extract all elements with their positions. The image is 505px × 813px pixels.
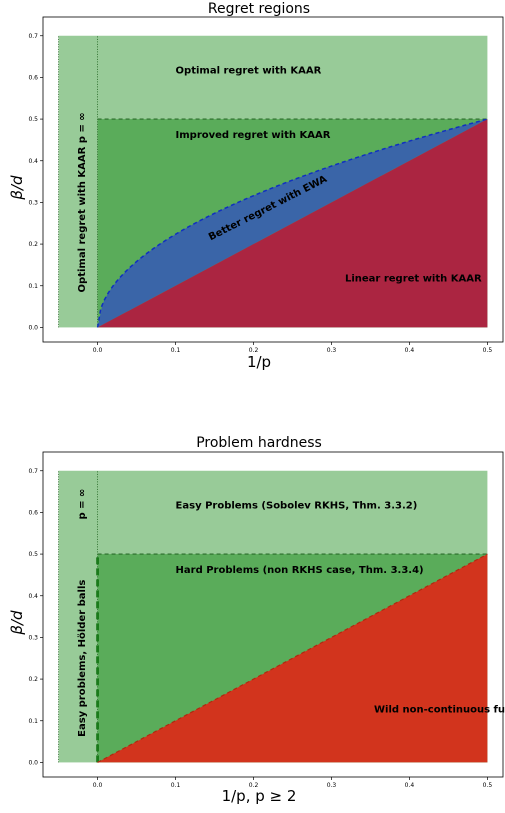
y-tick-label: 0.5 — [28, 551, 38, 558]
y-tick-label: 0.7 — [28, 468, 38, 475]
y-tick-label: 0.1 — [28, 718, 38, 725]
x-tick-label: 0.3 — [327, 782, 337, 789]
y-tick-label: 0.6 — [28, 74, 38, 81]
x-tick-label: 0.0 — [93, 347, 103, 354]
y-tick-label: 0.0 — [28, 324, 38, 331]
region-annotation: Optimal regret with KAAR — [176, 65, 322, 76]
x-tick-label: 0.1 — [171, 782, 181, 789]
y-tick-label: 0.3 — [28, 634, 38, 641]
x-tick-label: 0.5 — [483, 782, 493, 789]
x-tick-label: 0.4 — [405, 782, 415, 789]
y-tick-label: 0.3 — [28, 199, 38, 206]
region-wild-non-continuous-functions — [97, 554, 488, 763]
x-tick-label: 0.0 — [93, 782, 103, 789]
region-annotation: Wild non-continuous functions — [374, 704, 505, 715]
y-tick-label: 0.4 — [28, 158, 38, 165]
x-tick-label: 0.5 — [483, 347, 493, 354]
x-axis-label: 1/p, p ≥ 2 — [222, 787, 297, 805]
x-tick-label: 0.4 — [405, 347, 415, 354]
y-tick-label: 0.4 — [28, 593, 38, 600]
region-linear-regret-with-kaar — [97, 119, 488, 328]
y-tick-label: 0.2 — [28, 241, 38, 248]
boundary-curve — [96, 118, 488, 328]
y-tick-label: 0.0 — [28, 759, 38, 766]
region-annotation: Optimal regret with KAAR p = ∞ — [77, 112, 88, 292]
axes-frame — [42, 16, 504, 343]
y-axis-label: β/d — [8, 175, 26, 201]
axes-frame — [42, 451, 504, 778]
x-tick-label: 0.2 — [249, 782, 259, 789]
x-tick-label: 0.2 — [249, 347, 259, 354]
y-axis-label: β/d — [8, 610, 26, 636]
region-annotation: Hard Problems (non RKHS case, Thm. 3.3.4… — [176, 565, 424, 576]
x-tick-label: 0.1 — [171, 347, 181, 354]
region-annotation: Easy Problems (Sobolev RKHS, Thm. 3.3.2) — [176, 500, 418, 511]
y-tick-label: 0.2 — [28, 676, 38, 683]
region-annotation: Easy problems, Hölder balls — [77, 580, 88, 737]
y-tick-label: 0.6 — [28, 509, 38, 516]
regret-regions-chart: 0.0 0.1 0.2 0.3 0.4 0.5 0.0 0.1 0.2 0.3 0.4 0.5 0.6 0… — [8, 1, 504, 371]
x-axis-label: 1/p — [247, 353, 271, 371]
region-annotation: Improved regret with KAAR — [176, 130, 331, 141]
y-tick-label: 0.5 — [28, 116, 38, 123]
boundary-line — [97, 553, 488, 763]
y-tick-label: 0.1 — [28, 283, 38, 290]
chart-title: Regret regions — [208, 1, 310, 17]
region-annotation: Linear regret with KAAR — [345, 274, 482, 285]
problem-hardness-chart: 0.0 0.1 0.2 0.3 0.4 0.5 0.0 0.1 0.2 0.3 0.4 0.5 0.6 0… — [8, 435, 505, 805]
y-tick-label: 0.7 — [28, 33, 38, 40]
x-tick-label: 0.3 — [327, 347, 337, 354]
region-annotation: p = ∞ — [77, 489, 88, 520]
chart-title: Problem hardness — [196, 435, 322, 451]
